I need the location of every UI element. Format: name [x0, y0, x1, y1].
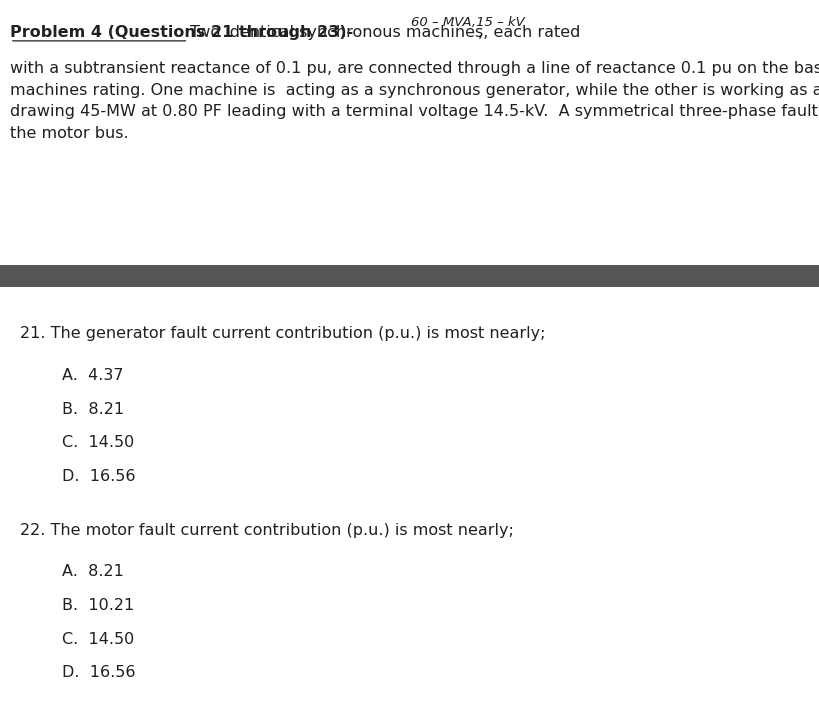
Text: A.  8.21: A. 8.21: [61, 564, 123, 579]
Text: D.  16.56: D. 16.56: [61, 469, 135, 484]
Text: ,: ,: [477, 25, 482, 40]
Text: B.  10.21: B. 10.21: [61, 598, 133, 613]
Text: Problem 4 (Questions 21 through 23)-: Problem 4 (Questions 21 through 23)-: [10, 25, 353, 40]
Text: 22. The motor fault current contribution (p.u.) is most nearly;: 22. The motor fault current contribution…: [20, 523, 514, 538]
Text: 60 – MVA,15 – kV: 60 – MVA,15 – kV: [411, 16, 524, 29]
Text: 21. The generator fault current contribution (p.u.) is most nearly;: 21. The generator fault current contribu…: [20, 326, 545, 341]
Text: C.  14.50: C. 14.50: [61, 435, 133, 450]
Text: B.  8.21: B. 8.21: [61, 402, 124, 417]
Text: D.  16.56: D. 16.56: [61, 665, 135, 680]
Text: with a subtransient reactance of 0.1 pu, are connected through a line of reactan: with a subtransient reactance of 0.1 pu,…: [10, 61, 819, 141]
Text: Two identical synchronous machines, each rated: Two identical synchronous machines, each…: [190, 25, 580, 40]
Text: A.  4.37: A. 4.37: [61, 368, 123, 383]
Text: C.  14.50: C. 14.50: [61, 632, 133, 647]
Bar: [0, 265, 819, 287]
